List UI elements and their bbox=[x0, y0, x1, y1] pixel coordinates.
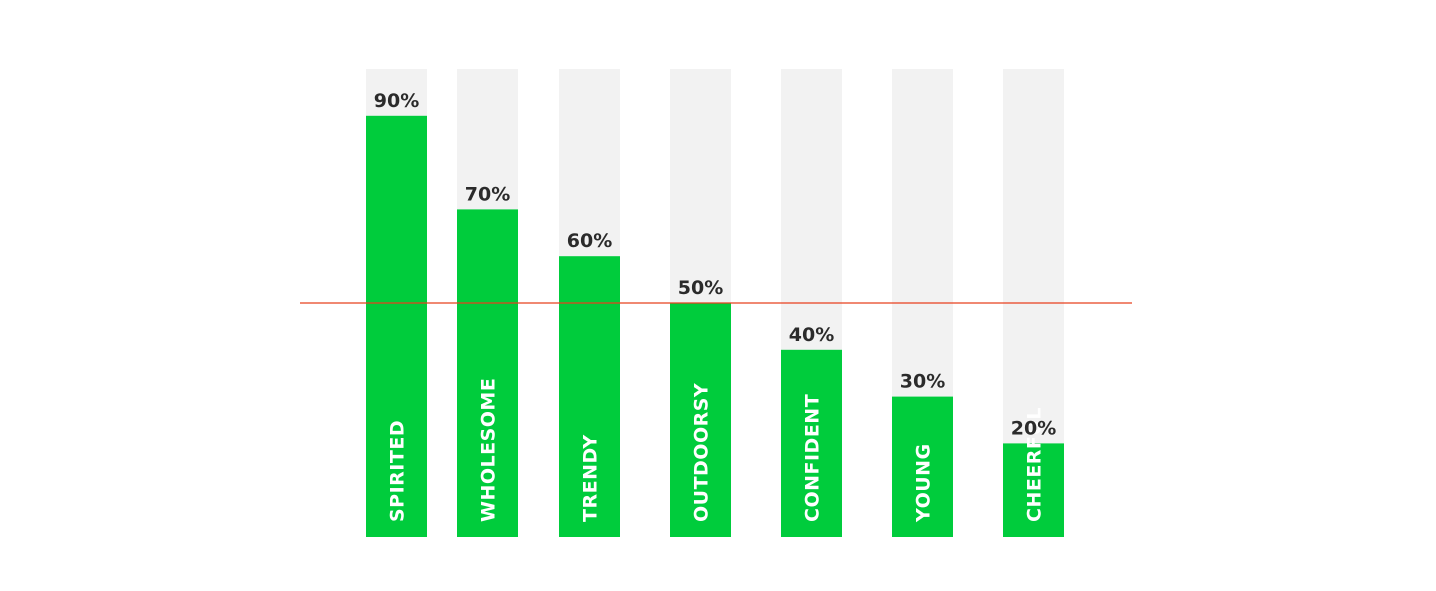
category-label: TRENDY bbox=[580, 434, 602, 522]
bar bbox=[670, 303, 731, 537]
bar-value-label: 90% bbox=[374, 90, 419, 112]
bar bbox=[781, 349, 842, 537]
bar bbox=[366, 115, 427, 538]
category-label: CHEERFUL bbox=[1024, 407, 1046, 522]
bar-value-label: 30% bbox=[900, 371, 945, 393]
bar-value-label: 20% bbox=[1011, 417, 1056, 439]
category-label: CONFIDENT bbox=[802, 394, 824, 522]
bar-value-label: 70% bbox=[465, 183, 510, 205]
category-label: OUTDOORSY bbox=[691, 383, 713, 522]
bar-value-label: 50% bbox=[678, 277, 723, 299]
bar bbox=[892, 396, 953, 537]
bar-value-label: 40% bbox=[789, 324, 834, 346]
category-label: WHOLESOME bbox=[478, 378, 500, 522]
bars bbox=[366, 115, 1064, 538]
category-labels: SPIRITED WHOLESOME TRENDY OUTDOORSY CONFIDEN… bbox=[387, 378, 1046, 523]
category-label: YOUNG bbox=[913, 443, 935, 523]
bar-value-label: 60% bbox=[567, 230, 612, 252]
bar bbox=[1003, 443, 1064, 537]
value-labels: 90% 70% 60% 50% 40% 30% 20% bbox=[374, 90, 1056, 440]
bar bbox=[457, 209, 518, 537]
category-label: SPIRITED bbox=[387, 420, 409, 522]
